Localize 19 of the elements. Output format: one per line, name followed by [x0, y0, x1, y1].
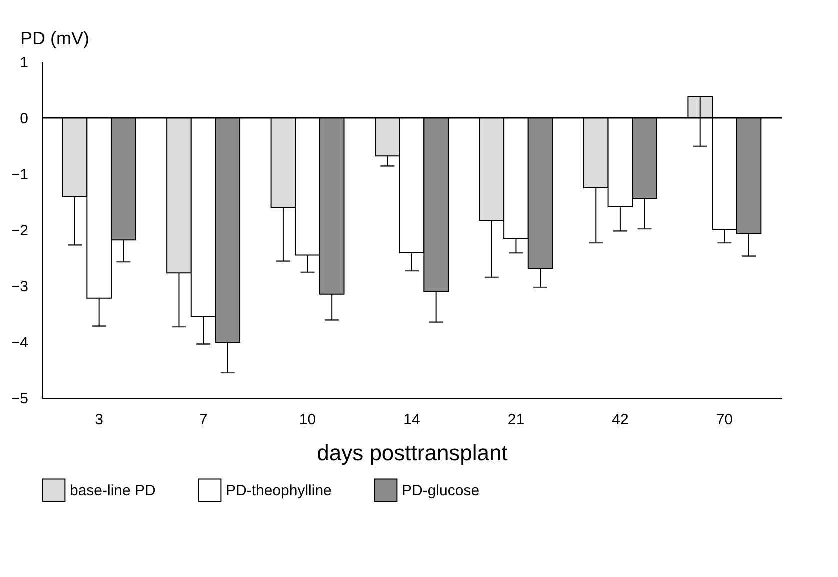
legend-label: base-line PD — [70, 482, 156, 500]
x-tick-label: 14 — [404, 412, 420, 428]
x-tick-label: 7 — [199, 412, 208, 428]
y-tick-label: −3 — [11, 278, 28, 296]
x-tick-label: 42 — [612, 412, 629, 428]
y-tick-label: −1 — [11, 166, 28, 184]
x-tick-label: 3 — [95, 412, 104, 428]
legend-label: PD-theophylline — [226, 482, 332, 500]
y-tick-label: −5 — [11, 390, 28, 408]
y-tick-label: 1 — [20, 54, 28, 72]
x-axis-title: days posttransplant — [317, 440, 508, 466]
x-tick-label: 10 — [299, 412, 316, 428]
legend-label: PD-glucose — [402, 482, 480, 500]
y-axis-title: PD (mV) — [20, 28, 90, 48]
y-tick-label: −4 — [11, 334, 28, 352]
y-tick-label: −2 — [11, 222, 28, 240]
x-tick-label: 21 — [508, 412, 525, 428]
y-tick-label: 0 — [20, 110, 28, 128]
x-tick-label: 70 — [716, 412, 734, 428]
